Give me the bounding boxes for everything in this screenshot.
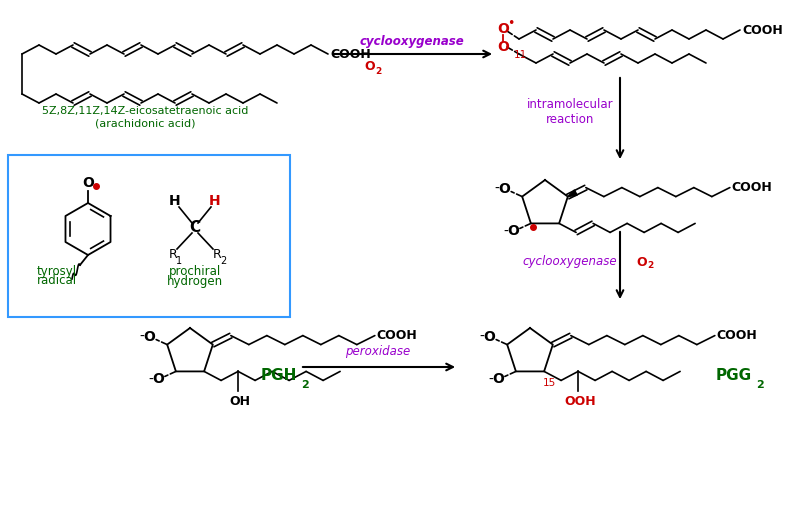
Text: 2: 2 [375,66,381,76]
Text: -: - [148,373,153,386]
Text: COOH: COOH [377,329,418,342]
Text: O: O [497,22,509,36]
Text: COOH: COOH [330,48,371,60]
Text: R: R [168,248,177,262]
Text: cyclooxygenase: cyclooxygenase [360,34,464,48]
Text: O: O [152,373,164,386]
Text: -: - [480,330,484,344]
Text: 2: 2 [220,256,226,266]
Text: OH: OH [229,395,251,408]
Text: 2: 2 [756,380,764,390]
Text: O: O [507,225,518,238]
Text: O: O [364,60,376,74]
Text: O: O [497,40,509,54]
Text: 2: 2 [647,262,653,271]
Bar [8,155,290,317]
Text: 2: 2 [301,380,309,390]
Text: PGH: PGH [260,368,297,382]
Text: O: O [484,330,495,344]
Text: COOH: COOH [742,23,783,37]
Text: prochiral: prochiral [169,265,221,277]
Text: (arachidonic acid): (arachidonic acid) [94,119,195,129]
Polygon shape [568,190,577,197]
Text: H: H [169,194,181,208]
Text: cyclooxygenase: cyclooxygenase [522,256,617,269]
Text: OOH: OOH [565,395,596,408]
Text: 11: 11 [514,50,527,60]
Text: C: C [190,220,201,235]
Text: -: - [503,225,508,238]
Text: PGG: PGG [716,368,752,382]
Text: 5Z,8Z,11Z,14Z-eicosatetraenoic acid: 5Z,8Z,11Z,14Z-eicosatetraenoic acid [42,106,249,116]
Text: O: O [492,373,504,386]
Text: O: O [637,256,647,269]
Text: COOH: COOH [732,181,773,194]
Text: O: O [82,176,94,190]
Text: •: • [507,17,515,29]
Text: -: - [488,373,493,386]
Text: 15: 15 [542,378,556,388]
Text: intramolecular
reaction: intramolecular reaction [526,98,613,126]
Text: hydrogen: hydrogen [167,274,223,287]
Text: R: R [213,248,222,262]
Text: tyrosyl: tyrosyl [37,265,77,277]
Text: -: - [140,330,145,344]
Text: COOH: COOH [717,329,757,342]
Text: peroxidase: peroxidase [345,345,410,358]
Text: radical: radical [37,274,77,287]
Text: 1: 1 [176,256,182,266]
Text: O: O [499,182,510,196]
Text: H: H [209,194,221,208]
Text: O: O [143,330,155,344]
Text: -: - [495,182,499,196]
